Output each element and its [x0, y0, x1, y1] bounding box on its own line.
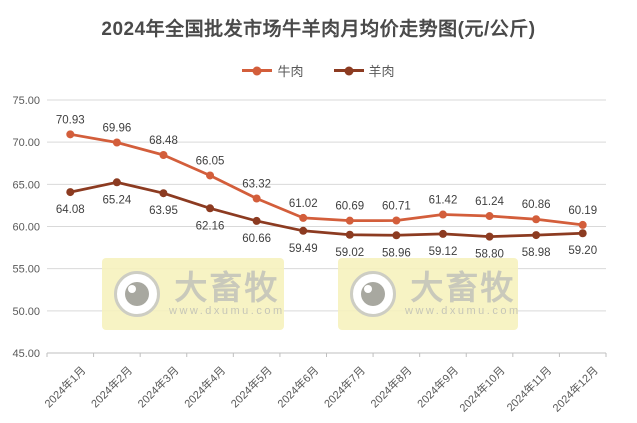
watermark-brand: 大畜牧	[174, 269, 280, 306]
data-point-label: 69.96	[102, 123, 131, 135]
data-point-label: 70.93	[56, 114, 85, 126]
data-point-marker	[392, 216, 401, 225]
data-point-marker	[578, 220, 587, 229]
watermark-url: www.dxumu.com	[405, 305, 521, 317]
y-tick-label: 65.00	[12, 179, 40, 191]
data-point-marker	[345, 230, 354, 239]
watermark: 大畜牧 www.dxumu.com	[102, 258, 284, 330]
y-tick-label: 45.00	[12, 348, 40, 360]
watermark-brand: 大畜牧	[410, 269, 516, 306]
legend-marker-icon	[333, 66, 364, 75]
data-point-marker	[345, 216, 354, 225]
data-point-marker	[252, 216, 261, 225]
series-line	[68, 180, 585, 238]
y-tick-label: 50.00	[12, 306, 40, 318]
x-tick-label: 2024年1月	[41, 363, 88, 410]
y-tick-label: 70.00	[12, 137, 40, 149]
data-point-marker	[485, 232, 494, 241]
data-point-marker	[252, 194, 261, 203]
data-point-label: 65.24	[102, 194, 131, 206]
x-tick-label: 2024年9月	[414, 363, 461, 410]
data-point-label: 58.80	[475, 249, 504, 261]
data-point-label: 60.66	[242, 233, 271, 245]
y-tick-label: 60.00	[12, 222, 40, 234]
data-point-marker	[532, 231, 541, 240]
data-point-label: 58.98	[522, 247, 551, 259]
x-tick-label: 2024年11月	[503, 363, 554, 414]
x-tick-label: 2024年3月	[134, 363, 181, 410]
data-point-marker	[206, 171, 215, 180]
legend-marker-icon	[242, 66, 273, 75]
legend-item: 牛肉	[242, 61, 304, 80]
watermark: 大畜牧 www.dxumu.com	[338, 258, 518, 330]
data-point-marker	[438, 210, 447, 219]
data-point-marker	[112, 178, 121, 187]
data-point-label: 59.12	[429, 246, 458, 258]
data-point-marker	[438, 229, 447, 238]
x-tick-label: 2024年7月	[321, 363, 368, 410]
y-tick-label: 75.00	[12, 95, 40, 107]
data-point-marker	[485, 212, 494, 221]
x-tick-label: 2024年2月	[88, 363, 135, 410]
chart-title: 2024年全国批发市场牛羊肉月均价走势图(元/公斤)	[101, 19, 536, 40]
data-point-label: 64.08	[56, 204, 85, 216]
data-point-label: 61.24	[475, 196, 504, 208]
y-tick-label: 55.00	[12, 264, 40, 276]
data-point-marker	[159, 150, 168, 159]
data-point-label: 61.02	[289, 198, 318, 210]
x-tick-label: 2024年10月	[456, 363, 507, 414]
x-tick-label: 2024年5月	[228, 363, 275, 410]
x-tick-label: 2024年4月	[181, 363, 228, 410]
data-point-marker	[206, 204, 215, 213]
data-point-label: 63.32	[242, 179, 271, 191]
legend: 牛肉 羊肉	[0, 61, 637, 80]
x-tick-label: 2024年6月	[274, 363, 321, 410]
data-point-marker	[112, 138, 121, 147]
watermark-url: www.dxumu.com	[169, 305, 285, 317]
eye-logo-icon	[114, 271, 160, 317]
data-point-marker	[299, 226, 308, 235]
data-point-label: 66.05	[196, 155, 225, 167]
x-tick-label: 2024年8月	[367, 363, 414, 410]
data-point-label: 61.42	[429, 195, 458, 207]
data-point-marker	[299, 213, 308, 222]
data-point-label: 59.02	[335, 247, 364, 259]
data-point-marker	[66, 188, 75, 197]
data-point-marker	[392, 231, 401, 240]
data-point-label: 68.48	[149, 135, 178, 147]
data-point-label: 59.20	[568, 245, 597, 257]
data-point-marker	[159, 189, 168, 198]
legend-label: 羊肉	[368, 64, 395, 79]
data-point-label: 62.16	[196, 220, 225, 232]
data-point-label: 63.95	[149, 205, 178, 217]
data-point-marker	[578, 229, 587, 238]
data-point-marker	[66, 130, 75, 139]
data-point-label: 60.69	[335, 201, 364, 213]
x-tick-label: 2024年12月	[549, 363, 600, 414]
data-point-label: 60.19	[568, 205, 597, 217]
data-point-label: 60.71	[382, 201, 411, 213]
legend-item: 羊肉	[333, 61, 395, 80]
data-point-label: 58.96	[382, 247, 411, 259]
eye-logo-icon	[350, 271, 396, 317]
legend-label: 牛肉	[277, 64, 304, 79]
data-point-marker	[532, 215, 541, 224]
data-point-label: 59.49	[289, 243, 318, 255]
series-line	[68, 132, 585, 227]
data-point-label: 60.86	[522, 199, 551, 211]
